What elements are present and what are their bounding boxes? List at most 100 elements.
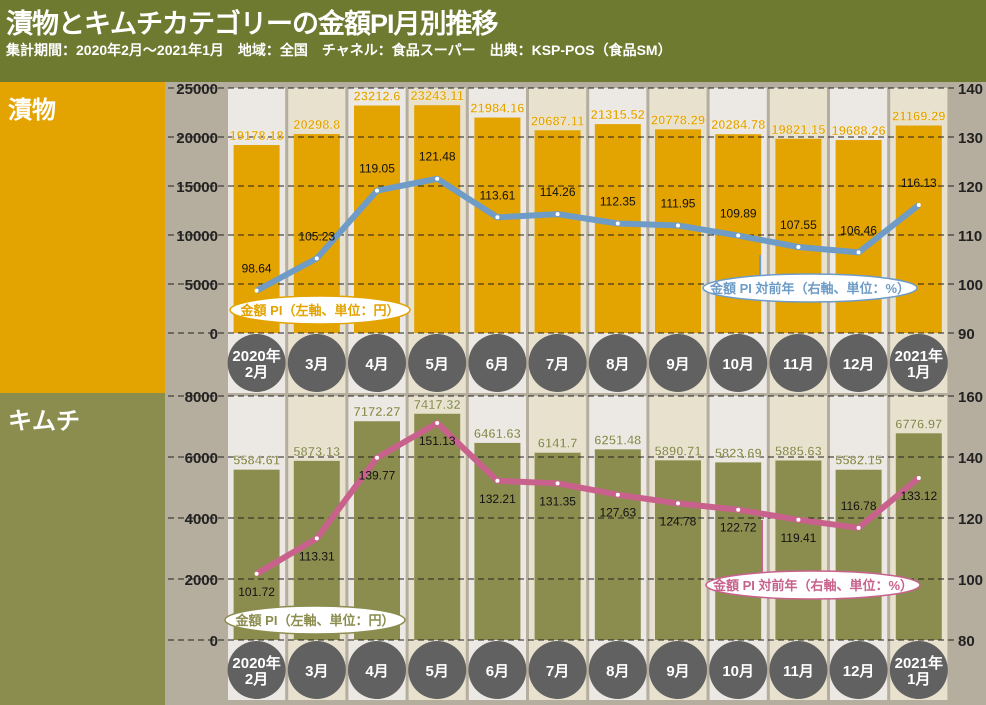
legend-bubble-line xyxy=(705,570,921,600)
bar xyxy=(835,469,882,640)
bar xyxy=(775,460,822,640)
line-point xyxy=(916,475,921,480)
month-label: 7月 xyxy=(546,356,569,373)
line-point xyxy=(615,221,620,226)
month-label: 2020年 xyxy=(232,654,280,672)
section-label: 漬物 xyxy=(8,97,56,124)
line-point xyxy=(615,492,620,497)
line-point xyxy=(676,223,680,228)
right-tick-label: 140 xyxy=(958,450,983,467)
left-tick-label: 5000 xyxy=(185,277,218,294)
line-point xyxy=(555,212,560,217)
bar xyxy=(655,460,701,640)
left-tick-label: 0 xyxy=(210,633,218,650)
right-tick-label: 120 xyxy=(958,511,983,528)
line-point xyxy=(736,507,741,512)
bar xyxy=(715,462,762,640)
line-value-label: 119.41 xyxy=(780,531,816,545)
month-label: 2月 xyxy=(245,364,268,381)
bar xyxy=(414,105,461,333)
month-badge xyxy=(889,334,948,392)
bar xyxy=(414,413,461,640)
left-tick-label: 0 xyxy=(210,326,218,343)
month-label: 6月 xyxy=(486,663,509,680)
line-series xyxy=(255,175,921,294)
right-tick-label: 80 xyxy=(958,633,975,650)
bar-value-label: 5885.63 xyxy=(775,443,822,458)
legend-bubble-bar xyxy=(229,295,411,325)
month-label: 4月 xyxy=(365,356,388,373)
left-tick-label: 8000 xyxy=(185,389,218,406)
bar xyxy=(655,129,701,333)
month-badge xyxy=(649,641,707,699)
legend-label-line: 金額 PI 対前年（右軸、単位：%） xyxy=(712,578,913,593)
month-badge xyxy=(709,641,768,699)
month-label: 2021年 xyxy=(895,347,943,365)
section-label: キムチ xyxy=(8,408,80,435)
bar-value-label: 23243.11 xyxy=(410,88,464,103)
month-badge xyxy=(227,641,286,699)
line-series xyxy=(255,420,921,577)
line-point xyxy=(916,202,921,207)
month-badge xyxy=(408,334,467,392)
legend-label-bar: 金額 PI（左軸、単位：円） xyxy=(240,303,400,318)
month-badge xyxy=(468,641,527,699)
bar xyxy=(534,130,581,333)
line-point xyxy=(736,233,741,238)
line-point xyxy=(435,176,440,181)
month-label: 10月 xyxy=(722,356,754,373)
line-point xyxy=(435,421,440,426)
month-label: 5月 xyxy=(426,356,449,373)
month-label: 8月 xyxy=(606,356,629,373)
bar xyxy=(594,124,641,333)
line-value-label: 127.63 xyxy=(599,506,636,520)
bar-value-label: 21984.16 xyxy=(470,101,524,116)
left-tick-label: 15000 xyxy=(176,179,218,196)
month-badge xyxy=(468,334,527,392)
line-point xyxy=(375,188,379,193)
line-value-label: 121.48 xyxy=(419,150,456,164)
month-label: 11月 xyxy=(783,356,814,373)
right-tick-label: 130 xyxy=(958,130,983,147)
bar xyxy=(775,138,822,333)
line-value-label: 107.55 xyxy=(780,218,817,232)
chart-subtitle: 集計期間：2020年2月～2021年1月 地域：全国 チャネル：食品スーパー 出… xyxy=(6,42,672,58)
right-tick-label: 90 xyxy=(958,326,975,343)
line-value-label: 139.77 xyxy=(359,469,396,483)
line-point xyxy=(555,481,560,486)
line-value-label: 111.95 xyxy=(661,196,696,210)
bar-value-label: 20284.78 xyxy=(711,117,765,132)
month-badge xyxy=(348,641,406,699)
bar-value-label: 5823.69 xyxy=(715,445,762,460)
month-badge xyxy=(588,641,647,699)
month-badge xyxy=(709,334,768,392)
line-point xyxy=(254,571,259,576)
bar-value-label: 5890.71 xyxy=(655,443,702,458)
line-point xyxy=(254,288,259,293)
line-point xyxy=(796,517,801,522)
bar xyxy=(895,125,942,333)
line-point xyxy=(314,536,319,541)
bar xyxy=(895,433,942,640)
month-label: 7月 xyxy=(546,663,569,680)
bar-value-label: 19178.18 xyxy=(229,128,283,143)
legend-label-bar: 金額 PI（左軸、単位：円） xyxy=(235,613,395,628)
line-point xyxy=(495,478,500,483)
month-label: 1月 xyxy=(907,671,930,688)
section-panel-kimchi: キムチ xyxy=(0,393,165,705)
line-value-label: 112.35 xyxy=(600,194,636,208)
header: 漬物とキムチカテゴリーの金額PI月別推移 集計期間：2020年2月～2021年1… xyxy=(0,0,986,82)
month-badge xyxy=(528,334,587,392)
month-badge xyxy=(287,334,346,392)
bar-value-label: 6461.63 xyxy=(474,426,521,441)
line-value-label: 116.78 xyxy=(841,499,877,513)
month-label: 12月 xyxy=(843,663,875,680)
line-value-label: 151.13 xyxy=(419,434,456,448)
month-badge xyxy=(588,334,647,392)
month-label: 2月 xyxy=(245,671,268,688)
chart-title: 漬物とキムチカテゴリーの金額PI月別推移 xyxy=(6,9,499,39)
line-point xyxy=(856,250,861,255)
month-badge xyxy=(227,334,286,392)
bar-value-label: 20298.8 xyxy=(293,117,340,132)
